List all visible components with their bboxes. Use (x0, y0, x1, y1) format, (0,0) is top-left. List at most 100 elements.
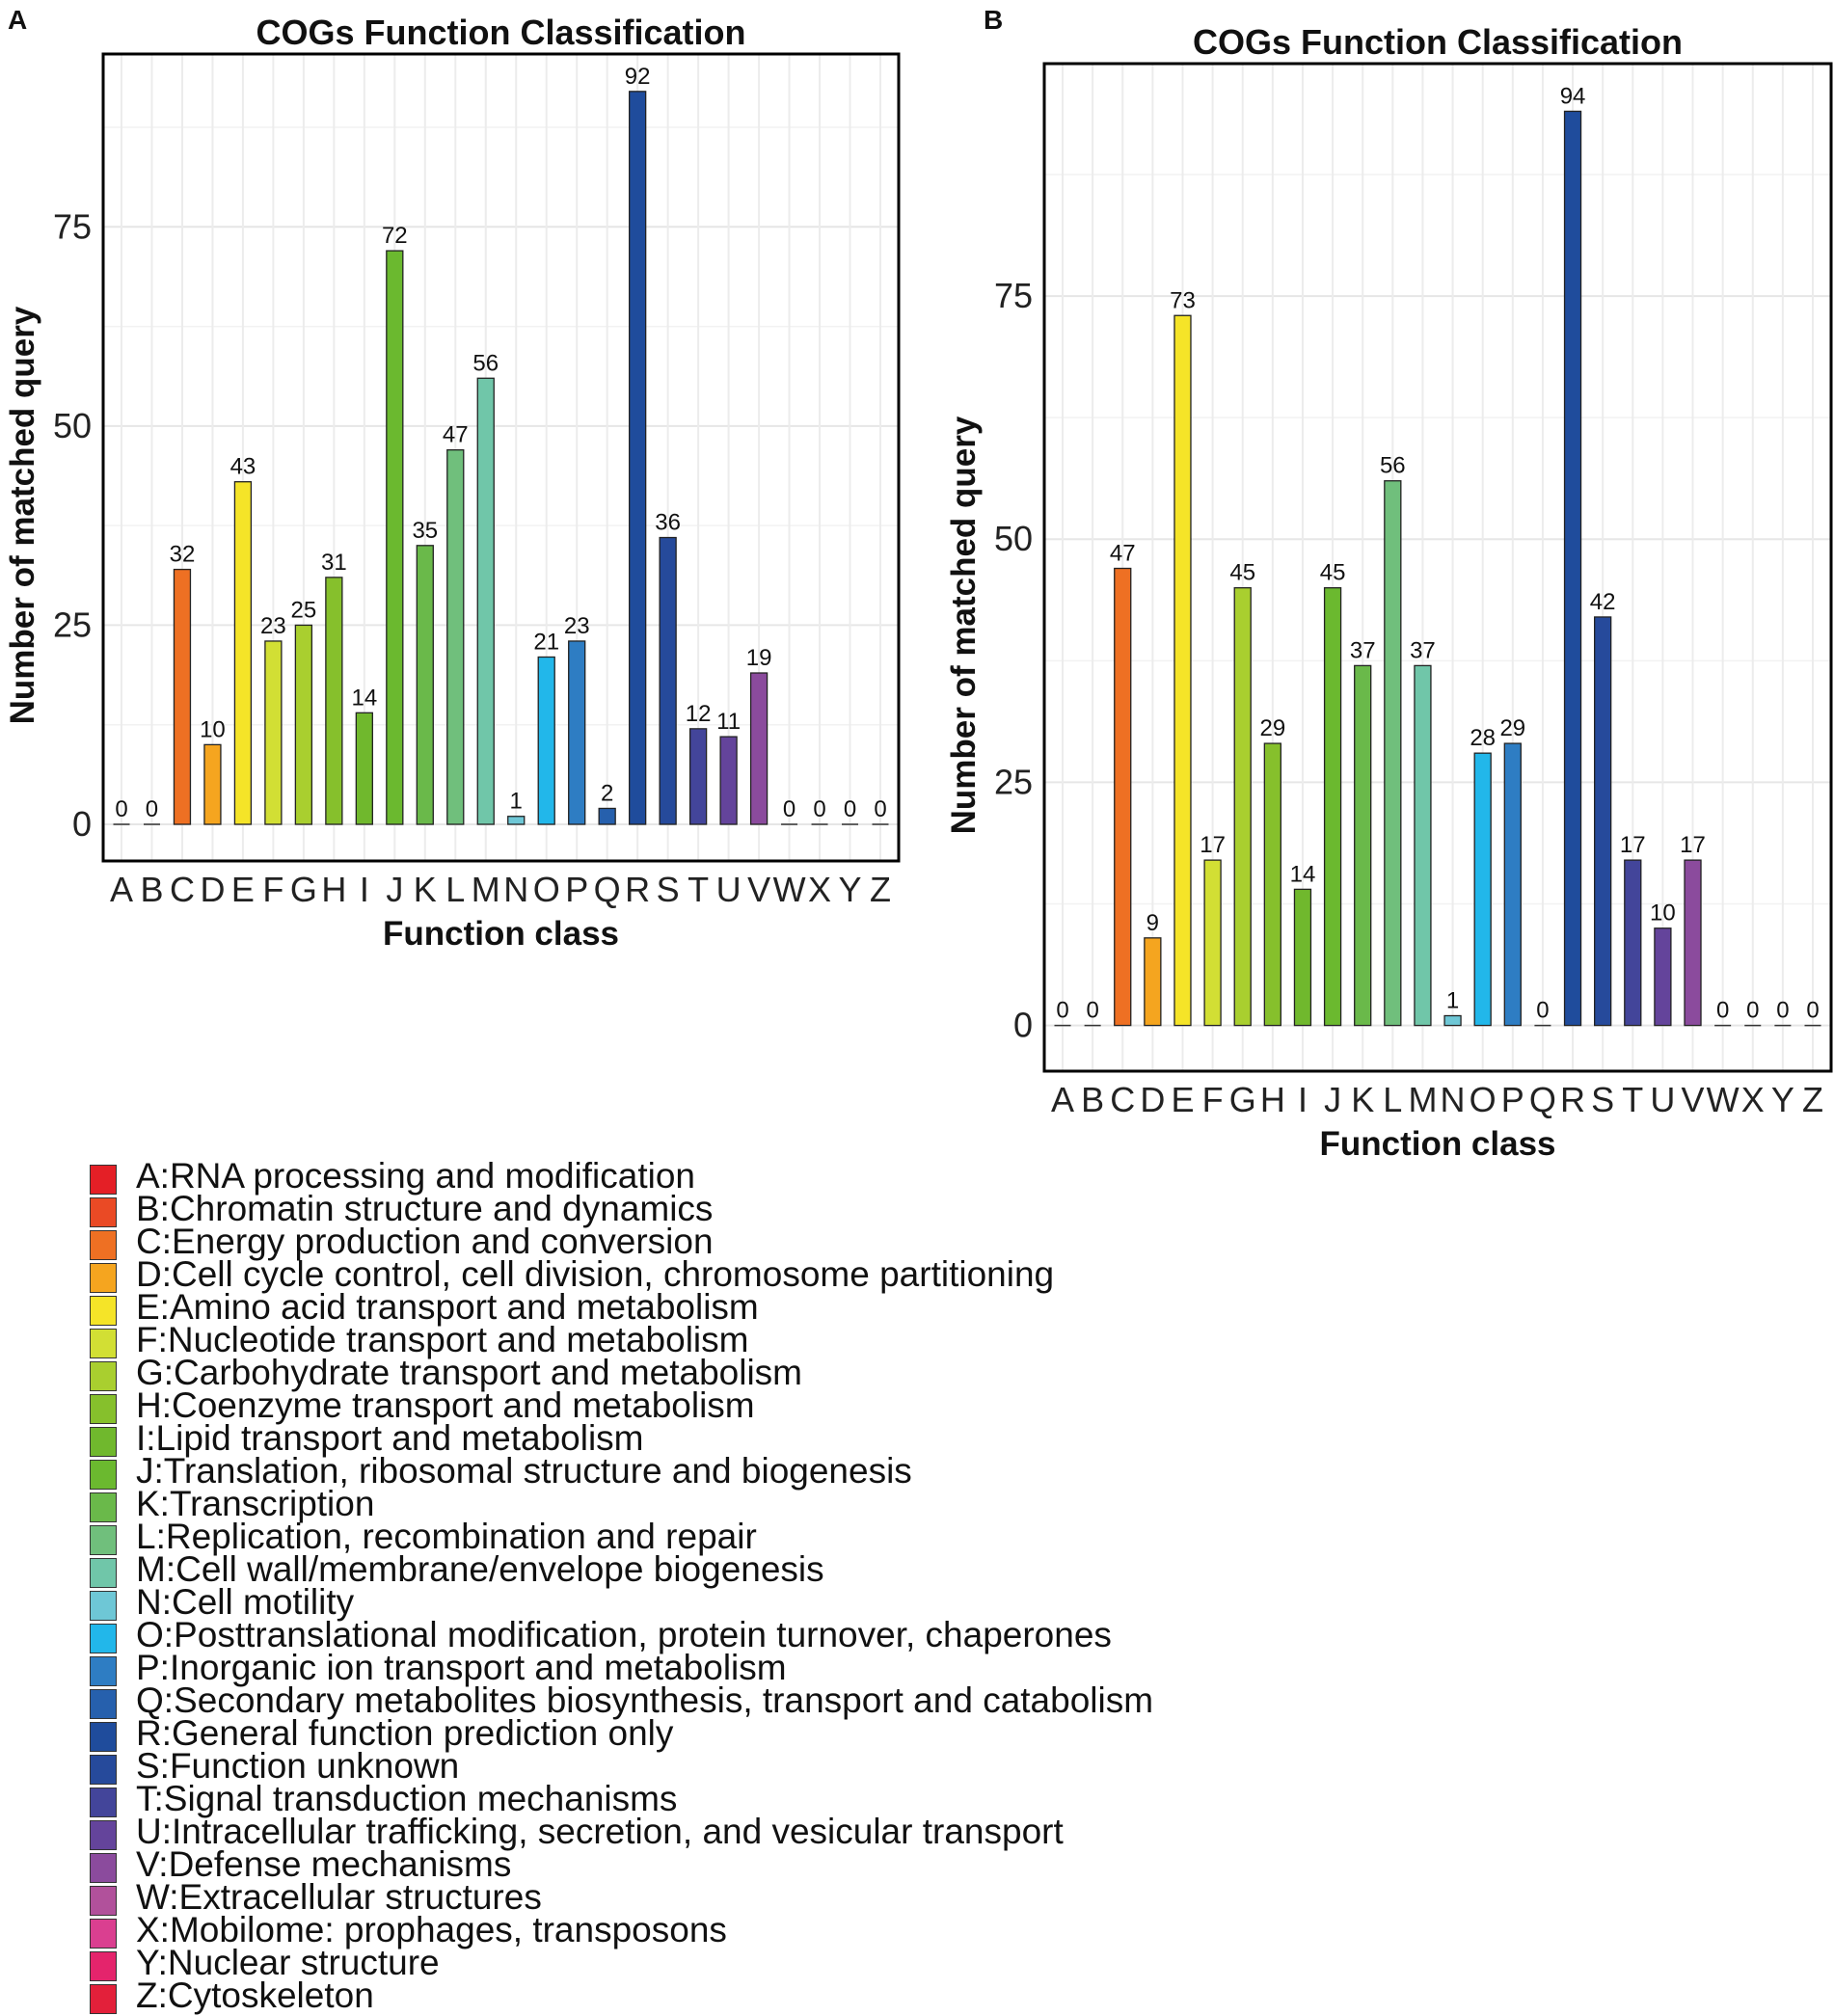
legend-swatch (90, 1460, 117, 1490)
legend-swatch (90, 1820, 117, 1850)
x-tick-label: T (1622, 1080, 1643, 1119)
x-tick-label: D (200, 870, 225, 909)
bar-N (1443, 1014, 1462, 1027)
legend-swatch (90, 1329, 117, 1358)
y-tick-label: 75 (53, 206, 92, 246)
bar-E (233, 481, 253, 825)
data-label-W: 0 (1716, 998, 1729, 1024)
data-label-O: 21 (533, 629, 559, 655)
panel-label: B (984, 5, 1003, 35)
data-label-P: 29 (1499, 715, 1525, 741)
legend-swatch (90, 1230, 117, 1260)
x-tick-label: D (1140, 1080, 1165, 1119)
x-tick-label: X (808, 870, 831, 909)
data-label-J: 72 (382, 223, 408, 249)
legend-label: D:Cell cycle control, cell division, chr… (136, 1254, 1055, 1294)
x-axis-title: Function class (383, 915, 619, 953)
bar-H (325, 577, 343, 825)
legend-label: X:Mobilome: prophages, transposons (136, 1910, 727, 1949)
x-tick-label: N (1441, 1080, 1466, 1119)
legend-label: J:Translation, ribosomal structure and b… (136, 1451, 912, 1491)
legend-label: W:Extracellular structures (136, 1877, 542, 1917)
x-tick-label: R (625, 870, 650, 909)
bar-J (1323, 587, 1342, 1027)
x-tick-label: P (1501, 1080, 1524, 1119)
x-tick-label: U (716, 870, 742, 909)
x-tick-label: T (688, 870, 709, 909)
y-tick-label: 50 (53, 406, 92, 445)
legend-swatch (90, 1361, 117, 1391)
legend-label: M:Cell wall/membrane/envelope biogenesis (136, 1549, 824, 1589)
x-tick-label: J (1324, 1080, 1341, 1119)
plot-frame (101, 52, 901, 863)
data-label-V: 19 (746, 645, 772, 671)
data-label-L: 56 (1380, 453, 1406, 479)
legend-label: K:Transcription (136, 1484, 375, 1523)
bar-S (1594, 616, 1612, 1027)
bar-M (1414, 664, 1432, 1027)
x-tick-label: A (110, 870, 133, 909)
bar-V (749, 672, 769, 825)
y-tick-label: 0 (72, 804, 92, 844)
bar-U (719, 736, 738, 825)
x-tick-label: M (472, 870, 500, 909)
bar-R (1563, 110, 1582, 1027)
legend-label: O:Posttranslational modification, protei… (136, 1615, 1112, 1654)
bar-R (629, 91, 647, 825)
x-tick-label: B (140, 870, 163, 909)
bar-I (355, 712, 373, 825)
data-label-A: 0 (115, 796, 127, 822)
x-tick-label: S (1591, 1080, 1614, 1119)
x-tick-label: E (1171, 1080, 1194, 1119)
legend-swatch (90, 1427, 117, 1457)
x-tick-label: I (360, 870, 369, 909)
data-label-X: 0 (813, 796, 825, 822)
legend-swatch (90, 1197, 117, 1227)
data-label-K: 35 (412, 518, 438, 544)
data-label-G: 45 (1229, 560, 1255, 586)
bar-Q (598, 807, 616, 825)
bar-T (1624, 859, 1642, 1027)
data-label-J: 45 (1320, 560, 1346, 586)
data-label-F: 23 (260, 613, 286, 639)
data-label-P: 23 (564, 613, 590, 639)
x-tick-label: L (445, 870, 465, 909)
legend-swatch (90, 1296, 117, 1326)
legend-swatch (90, 1492, 117, 1522)
data-label-Y: 0 (1776, 998, 1789, 1024)
legend-label: Y:Nuclear structure (136, 1943, 440, 1982)
legend-swatch (90, 1722, 117, 1752)
data-label-S: 36 (655, 510, 681, 536)
x-tick-label: F (1202, 1080, 1224, 1119)
data-label-T: 12 (686, 701, 712, 727)
x-tick-label: C (1110, 1080, 1135, 1119)
bar-H (1263, 742, 1281, 1027)
legend-swatch (90, 1919, 117, 1949)
x-tick-label: S (657, 870, 680, 909)
legend-swatch (90, 1656, 117, 1686)
panel-label: A (8, 5, 27, 35)
legend-swatch (90, 1558, 117, 1588)
bar-V (1684, 859, 1702, 1027)
x-tick-label: G (1229, 1080, 1256, 1119)
bar-C (173, 568, 192, 825)
bar-K (416, 545, 434, 825)
x-tick-label: J (386, 870, 403, 909)
legend-label: H:Coenzyme transport and metabolism (136, 1385, 755, 1425)
legend-swatch (90, 1394, 117, 1424)
bar-G (294, 624, 313, 825)
x-tick-label: R (1560, 1080, 1585, 1119)
x-axis-title: Function class (1319, 1125, 1555, 1163)
data-label-B: 0 (146, 796, 158, 822)
y-tick-label: 75 (994, 276, 1033, 315)
legend-label: C:Energy production and conversion (136, 1222, 714, 1261)
x-tick-label: F (262, 870, 283, 909)
chart-title: COGs Function Classification (256, 13, 745, 52)
y-axis-title: Number of matched query (945, 416, 983, 834)
x-tick-label: Q (1529, 1080, 1556, 1119)
y-tick-label: 25 (53, 605, 92, 644)
data-label-S: 42 (1590, 589, 1616, 615)
legend-label: Q:Secondary metabolites biosynthesis, tr… (136, 1680, 1154, 1720)
legend-swatch (90, 1591, 117, 1621)
